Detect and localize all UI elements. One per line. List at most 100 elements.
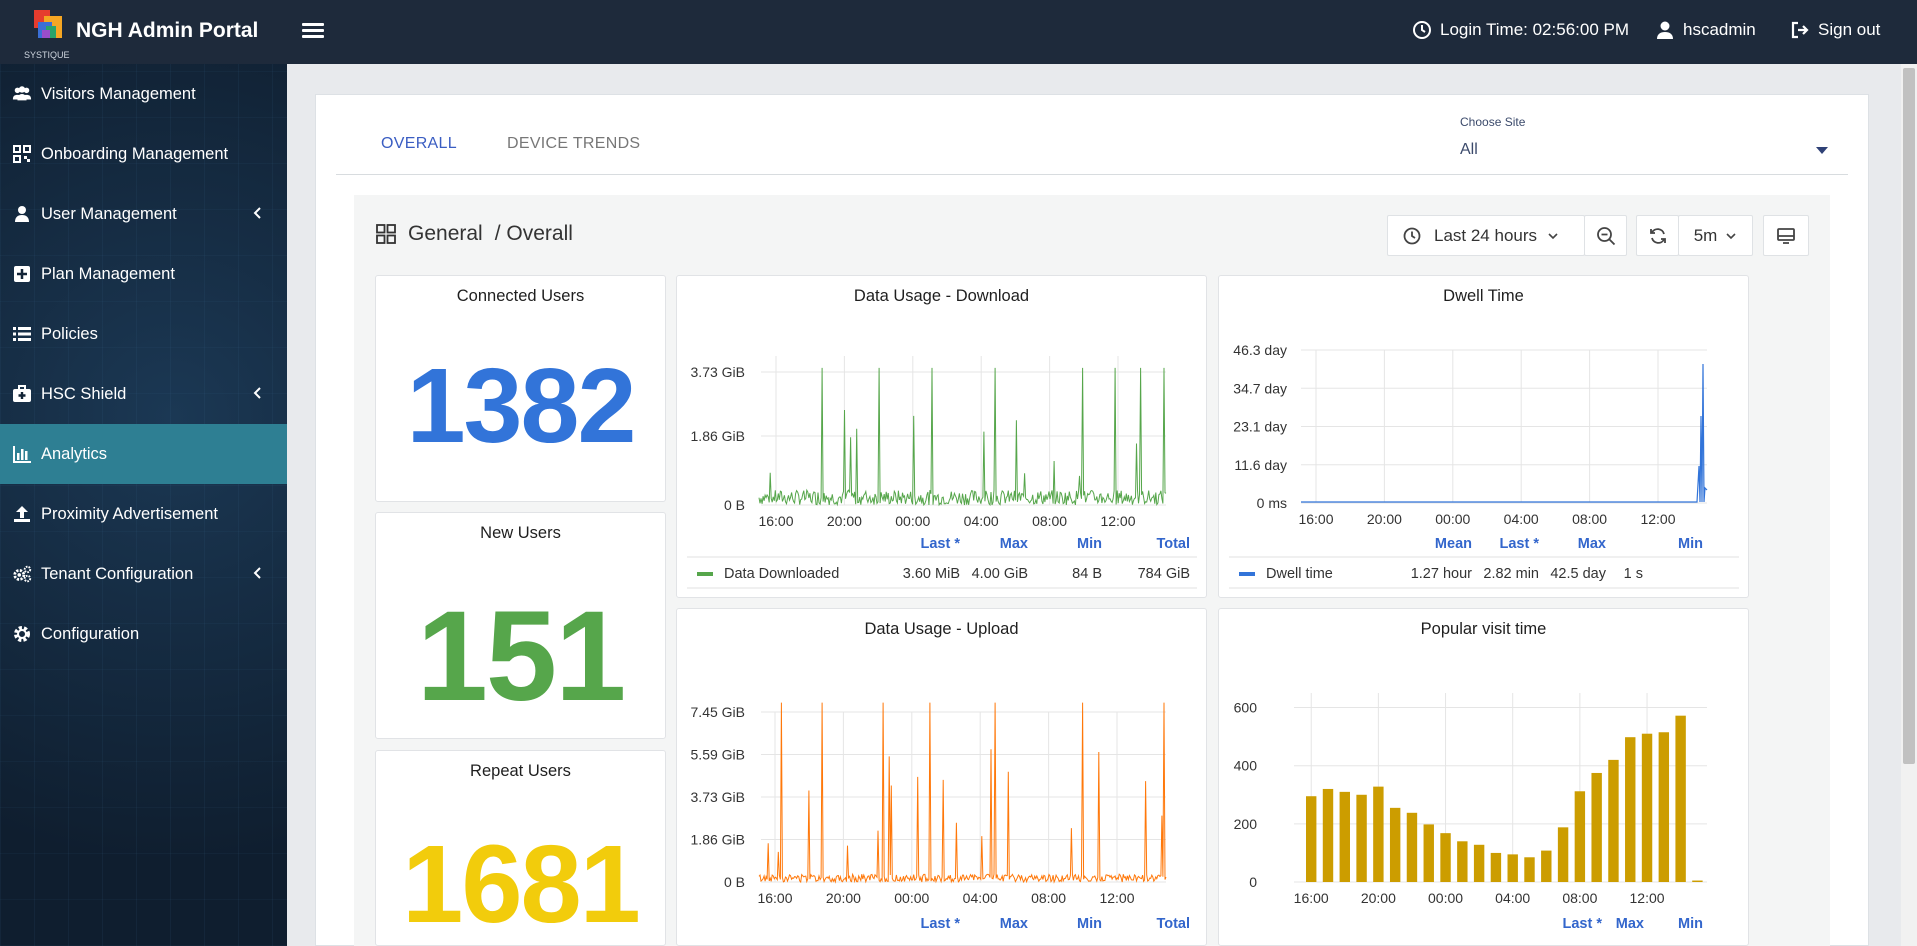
bar bbox=[1574, 791, 1586, 882]
legend-column-header: Max bbox=[1000, 536, 1028, 552]
sidebar-item-onboarding-management[interactable]: Onboarding Management bbox=[0, 124, 287, 184]
sidebar-item-label: User Management bbox=[41, 204, 177, 223]
bar-chart-icon bbox=[11, 443, 33, 465]
sidebar-item-label: Analytics bbox=[41, 444, 108, 463]
monitor-icon bbox=[1777, 227, 1795, 244]
y-tick-label: 7.45 GiB bbox=[691, 704, 745, 720]
x-tick-label: 00:00 bbox=[895, 513, 930, 529]
legend-column-header: Last * bbox=[921, 916, 961, 932]
x-tick-label: 04:00 bbox=[1504, 511, 1539, 527]
qr-code-icon bbox=[11, 143, 33, 165]
user-menu[interactable]: hscadmin bbox=[1655, 20, 1756, 40]
bar bbox=[1524, 857, 1535, 882]
upload-chart: 0 B 1.86 GiB 3.73 GiB 5.59 GiB 7.45 GiB 16:00… bbox=[691, 702, 1190, 932]
y-tick-label: 0 ms bbox=[1257, 495, 1287, 511]
sidebar-item-label: Onboarding Management bbox=[41, 144, 229, 163]
y-tick-label: 600 bbox=[1234, 700, 1258, 716]
new-users-panel: New Users 151 bbox=[375, 512, 666, 739]
x-tick-label: 16:00 bbox=[757, 890, 792, 906]
sidebar-item-proximity-advertisement[interactable]: Proximity Advertisement bbox=[0, 484, 287, 544]
scrollbar-thumb[interactable] bbox=[1903, 68, 1915, 764]
y-tick-label: 1.86 GiB bbox=[691, 428, 745, 444]
bar bbox=[1541, 850, 1552, 882]
sidebar-item-plan-management[interactable]: Plan Management bbox=[0, 244, 287, 304]
x-tick-label: 04:00 bbox=[963, 890, 998, 906]
page-scrollbar[interactable] bbox=[1901, 64, 1917, 946]
bar bbox=[1440, 833, 1451, 882]
y-tick-label: 0 bbox=[1249, 874, 1257, 890]
sidebar-item-tenant-configuration[interactable]: Tenant Configuration bbox=[0, 544, 287, 604]
sidebar-item-label: Configuration bbox=[41, 624, 140, 643]
sidebar-item-analytics[interactable]: Analytics bbox=[0, 424, 287, 484]
bar bbox=[1356, 794, 1367, 882]
legend-column-header: Total bbox=[1156, 916, 1190, 932]
bar bbox=[1473, 844, 1485, 882]
site-select-value: All bbox=[1460, 141, 1478, 158]
signout-button[interactable]: Sign out bbox=[1790, 20, 1880, 40]
legend-value: 1.27 hour bbox=[1411, 566, 1472, 582]
cogs-icon bbox=[11, 563, 33, 585]
refresh-interval-picker[interactable]: 5m bbox=[1678, 215, 1753, 256]
time-range-picker[interactable]: Last 24 hours bbox=[1387, 215, 1585, 256]
legend-swatch bbox=[697, 572, 713, 576]
bar bbox=[1557, 827, 1569, 882]
zoom-out-button[interactable] bbox=[1584, 215, 1627, 256]
site-select[interactable]: All bbox=[1460, 141, 1848, 169]
login-time-text: Login Time: 02:56:00 PM bbox=[1440, 20, 1630, 39]
svg-text:SYSTIQUE: SYSTIQUE bbox=[24, 50, 70, 60]
user-icon bbox=[11, 203, 33, 225]
x-tick-label: 00:00 bbox=[1428, 890, 1463, 906]
clock-icon bbox=[1403, 227, 1421, 244]
y-tick-label: 200 bbox=[1234, 816, 1258, 832]
y-tick-label: 1.86 GiB bbox=[691, 832, 745, 848]
legend-value: 3.60 MiB bbox=[903, 566, 960, 582]
site-select-label: Choose Site bbox=[1460, 115, 1526, 129]
bar bbox=[1457, 841, 1468, 882]
sidebar-item-label: Plan Management bbox=[41, 264, 175, 283]
sidebar-item-policies[interactable]: Policies bbox=[0, 304, 287, 364]
series-line bbox=[758, 702, 1167, 884]
y-tick-label: 0 B bbox=[724, 497, 745, 513]
y-tick-label: 11.6 day bbox=[1234, 457, 1287, 473]
app-title: NGH Admin Portal bbox=[76, 19, 259, 42]
sidebar-item-label: Proximity Advertisement bbox=[41, 504, 218, 523]
gear-icon bbox=[11, 623, 33, 645]
x-tick-label: 20:00 bbox=[826, 890, 861, 906]
time-range-label: Last 24 hours bbox=[1434, 225, 1538, 245]
medkit-icon bbox=[11, 383, 33, 405]
sidebar-item-user-management[interactable]: User Management bbox=[0, 184, 287, 244]
legend-value: 784 GiB bbox=[1138, 566, 1190, 582]
dropdown-caret-icon bbox=[1816, 147, 1828, 154]
list-icon bbox=[11, 323, 33, 345]
y-tick-label: 0 B bbox=[724, 874, 745, 890]
x-tick-label: 08:00 bbox=[1572, 511, 1607, 527]
menu-toggle-icon[interactable] bbox=[302, 20, 324, 42]
y-tick-label: 34.7 day bbox=[1233, 380, 1287, 396]
popular-visit-chart-panel: Popular visit time 0 200 400 600 16:00 20:00 0… bbox=[1218, 608, 1749, 946]
breadcrumb-general[interactable]: General bbox=[408, 222, 483, 245]
legend-value: 42.5 day bbox=[1550, 566, 1606, 582]
sidebar-item-label: Visitors Management bbox=[41, 84, 196, 103]
legend-swatch bbox=[1239, 572, 1255, 576]
sidebar-item-configuration[interactable]: Configuration bbox=[0, 604, 287, 664]
new-users-value: 151 bbox=[416, 585, 627, 728]
refresh-button[interactable] bbox=[1636, 215, 1679, 256]
y-tick-label: 5.59 GiB bbox=[691, 747, 745, 763]
x-tick-label: 16:00 bbox=[1294, 890, 1329, 906]
sidebar-item-hsc-shield[interactable]: HSC Shield bbox=[0, 364, 287, 424]
bar bbox=[1507, 854, 1518, 882]
chevron-left-icon bbox=[253, 567, 261, 579]
panel-title: Dwell Time bbox=[1443, 287, 1524, 305]
bar bbox=[1490, 852, 1502, 882]
user-icon bbox=[1657, 21, 1673, 39]
bar bbox=[1625, 737, 1636, 882]
bar bbox=[1675, 715, 1686, 882]
tab-overall[interactable]: OVERALL bbox=[381, 135, 457, 152]
tab-device-trends[interactable]: DEVICE TRENDS bbox=[507, 135, 641, 152]
sidebar-item-visitors-management[interactable]: Visitors Management bbox=[0, 64, 287, 124]
y-tick-label: 46.3 day bbox=[1233, 342, 1287, 358]
tv-mode-button[interactable] bbox=[1763, 215, 1809, 256]
bar bbox=[1306, 796, 1317, 882]
zoom-out-icon bbox=[1596, 226, 1615, 245]
upload-icon bbox=[11, 503, 33, 525]
